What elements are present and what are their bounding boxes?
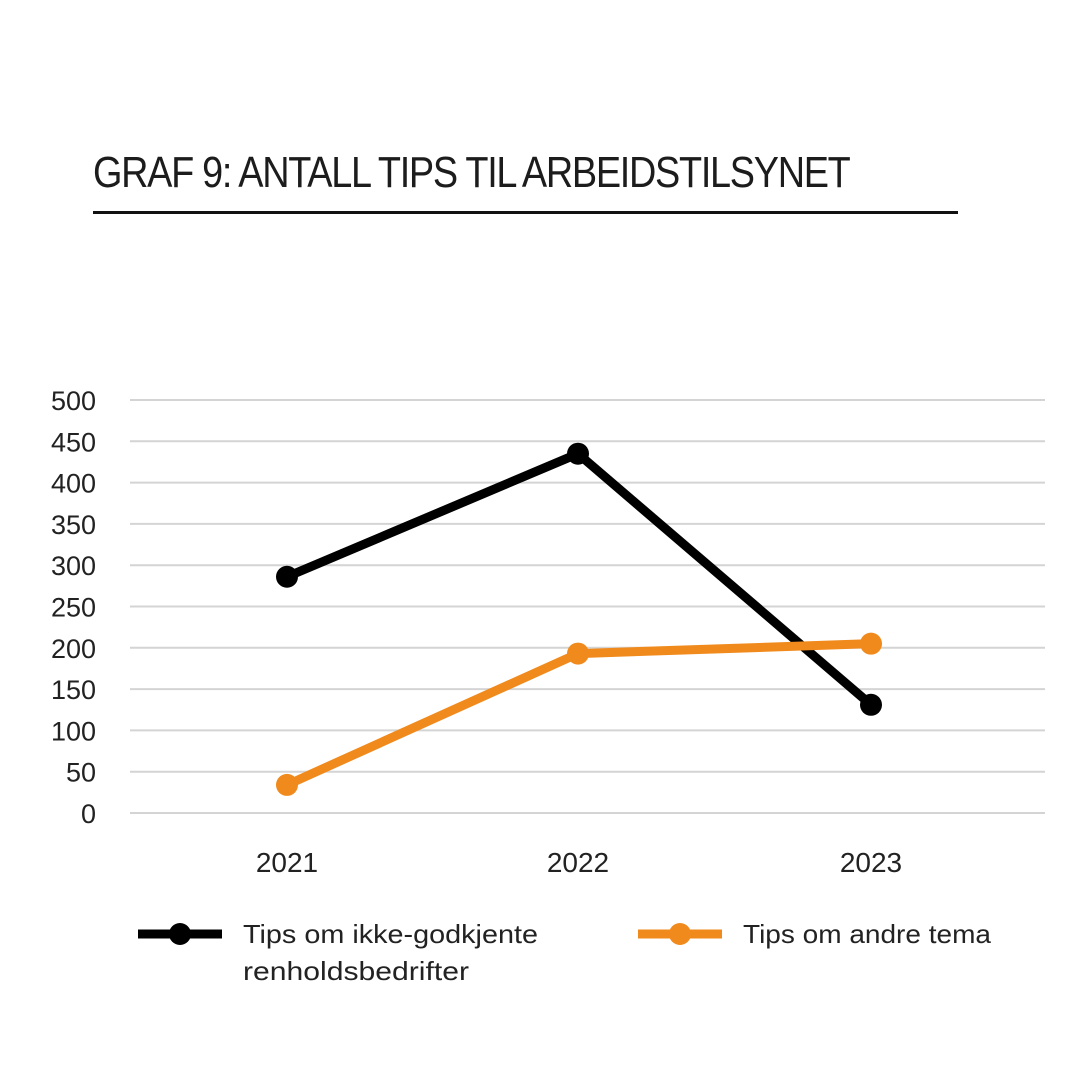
chart-title: GRAF 9: ANTALL TIPS TIL ARBEIDSTILSYNET bbox=[93, 148, 851, 197]
y-tick-50: 50 bbox=[66, 758, 96, 788]
y-tick-450: 450 bbox=[51, 427, 96, 457]
y-tick-350: 350 bbox=[51, 510, 96, 540]
legend-label-1a: Tips om ikke-godkjente bbox=[243, 919, 538, 949]
y-tick-300: 300 bbox=[51, 551, 96, 581]
legend-item-andre-tema: Tips om andre tema bbox=[638, 919, 992, 949]
data-series bbox=[276, 442, 882, 796]
x-tick-2022: 2022 bbox=[547, 847, 609, 878]
title-underline bbox=[93, 211, 958, 214]
data-point-1-2021 bbox=[276, 773, 298, 796]
y-tick-500: 500 bbox=[51, 386, 96, 416]
y-tick-100: 100 bbox=[51, 716, 96, 746]
data-point-0-2021 bbox=[276, 565, 298, 588]
data-point-0-2022 bbox=[567, 442, 589, 465]
legend: Tips om ikke-godkjente renholdsbedrifter… bbox=[138, 919, 992, 986]
y-tick-250: 250 bbox=[51, 593, 96, 623]
data-point-1-2022 bbox=[567, 642, 589, 665]
legend-marker-black bbox=[169, 923, 191, 945]
y-axis-ticks: 0 50 100 150 200 250 300 350 400 450 500 bbox=[51, 386, 96, 829]
y-tick-150: 150 bbox=[51, 675, 96, 705]
data-point-1-2023 bbox=[860, 632, 882, 655]
x-tick-2023: 2023 bbox=[840, 847, 902, 878]
series-line-0 bbox=[285, 449, 874, 709]
legend-item-ikke-godkjente: Tips om ikke-godkjente renholdsbedrifter bbox=[138, 919, 538, 986]
legend-marker-orange bbox=[669, 923, 691, 945]
legend-label-2: Tips om andre tema bbox=[743, 919, 992, 949]
y-tick-400: 400 bbox=[51, 469, 96, 499]
legend-label-1b: renholdsbedrifter bbox=[243, 956, 469, 986]
series-line-1 bbox=[285, 639, 872, 790]
gridlines bbox=[130, 399, 1045, 814]
x-tick-2021: 2021 bbox=[256, 847, 318, 878]
x-axis-ticks: 2021 2022 2023 bbox=[256, 847, 902, 878]
y-tick-0: 0 bbox=[81, 799, 96, 829]
data-point-0-2023 bbox=[860, 693, 882, 716]
y-tick-200: 200 bbox=[51, 634, 96, 664]
